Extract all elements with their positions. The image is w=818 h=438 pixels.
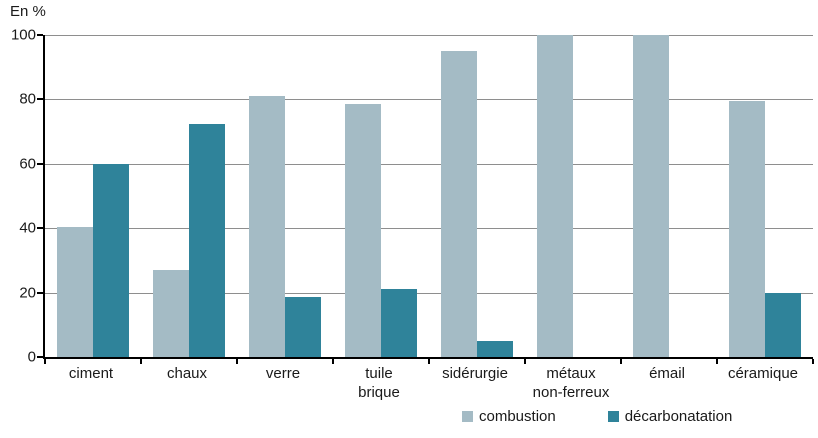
- y-tick-label-20: 20: [19, 284, 36, 302]
- y-tick-40: [37, 227, 43, 230]
- decarbonatation-swatch-icon: [607, 411, 619, 422]
- legend-item-combustion: combustion: [462, 408, 556, 425]
- y-tick-label-40: 40: [19, 219, 36, 237]
- x-tick-8: [812, 359, 814, 364]
- bar-combustion: [537, 35, 573, 357]
- category-label-6: métaux non-ferreux: [532, 365, 610, 401]
- bar-combustion: [345, 104, 381, 357]
- gridline-40: [45, 228, 813, 230]
- x-tick-7: [716, 359, 718, 364]
- category-label-3: verre: [265, 365, 301, 382]
- bar-combustion: [729, 101, 765, 357]
- legend-label-decarbonatation: décarbonatation: [624, 408, 733, 425]
- y-tick-label-0: 0: [27, 348, 36, 366]
- legend: combustion décarbonatation: [462, 408, 732, 425]
- x-tick-6: [620, 359, 622, 364]
- bar-combustion: [633, 35, 669, 357]
- bar-combustion: [441, 51, 477, 357]
- x-tick-5: [524, 359, 526, 364]
- gridline-80: [45, 99, 813, 101]
- y-tick-60: [37, 162, 43, 165]
- x-tick-4: [428, 359, 430, 364]
- y-tick-label-80: 80: [19, 90, 36, 108]
- bar-group-4: [333, 35, 429, 357]
- bar-combustion: [57, 226, 93, 357]
- bar-décarbonatation: [381, 289, 417, 357]
- x-axis: ciment chaux verre tuile brique sidérurgie mé…: [43, 364, 811, 406]
- y-tick-label-60: 60: [19, 155, 36, 173]
- category-label-2: chaux: [166, 365, 208, 382]
- bar-décarbonatation: [93, 163, 129, 357]
- gridline-60: [45, 163, 813, 165]
- category-label-5: sidérurgie: [442, 365, 508, 382]
- y-tick-100: [37, 34, 43, 36]
- bar-décarbonatation: [285, 297, 321, 357]
- x-tick-0: [44, 359, 46, 364]
- category-label-7: émail: [649, 365, 685, 382]
- bar-group-8: [717, 35, 813, 357]
- bar-group-3: [237, 35, 333, 357]
- bar-group-2: [141, 35, 237, 357]
- gridline-20: [45, 292, 813, 294]
- y-tick-20: [37, 291, 43, 294]
- bar-group-1: [45, 35, 141, 357]
- x-tick-3: [332, 359, 334, 364]
- bar-combustion: [153, 270, 189, 357]
- legend-item-decarbonatation: décarbonatation: [607, 408, 733, 425]
- bar-décarbonatation: [477, 340, 513, 357]
- category-label-8: céramique: [727, 365, 799, 382]
- bar-combustion: [249, 96, 285, 357]
- y-axis-title: En %: [10, 3, 46, 20]
- legend-label-combustion: combustion: [479, 408, 556, 425]
- bar-group-6: [525, 35, 621, 357]
- bar-décarbonatation: [189, 123, 225, 357]
- bar-décarbonatation: [765, 292, 801, 357]
- category-label-1: ciment: [68, 365, 114, 382]
- plot-area: [37, 34, 814, 364]
- y-axis: 0 20 40 60 80 100: [0, 27, 36, 366]
- bar-group-7: [621, 35, 717, 357]
- y-tick-0: [37, 356, 43, 358]
- y-tick-80: [37, 98, 43, 101]
- bar-group-5: [429, 35, 525, 357]
- y-tick-label-100: 100: [10, 26, 36, 44]
- combustion-swatch-icon: [462, 411, 473, 422]
- category-label-4: tuile brique: [358, 365, 400, 401]
- gridline-100: [45, 35, 813, 36]
- x-tick-2: [236, 359, 238, 364]
- x-tick-1: [140, 359, 142, 364]
